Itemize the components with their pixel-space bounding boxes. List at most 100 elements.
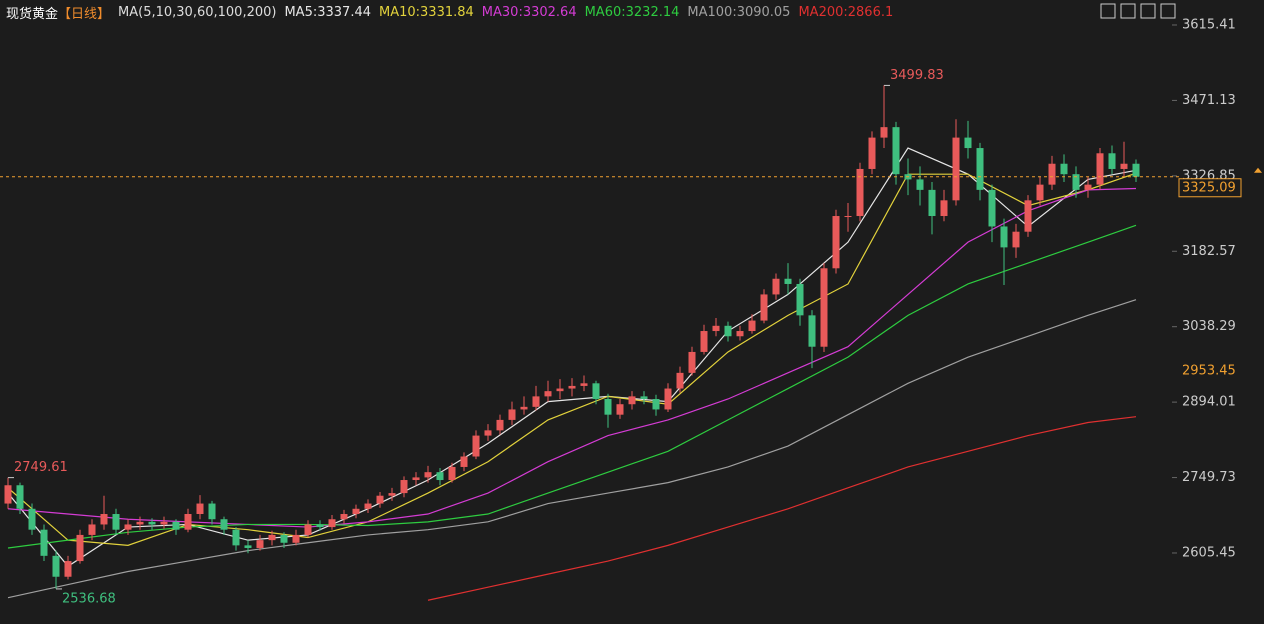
candle-body	[604, 398, 612, 415]
tool-button[interactable]	[1120, 3, 1136, 19]
candle-body	[388, 493, 396, 496]
candle-body	[1012, 231, 1020, 248]
candle-body	[1036, 184, 1044, 201]
y-tick-label: 2894.01	[1182, 395, 1236, 410]
candle-body	[280, 534, 288, 543]
candle-body	[724, 325, 732, 337]
candle-body	[916, 179, 924, 190]
legend-entry: MA100:3090.05	[687, 5, 791, 20]
legend-entry: MA10:3331.84	[379, 5, 474, 20]
candle-body	[1120, 163, 1128, 169]
candle-body	[1084, 184, 1092, 190]
y-tick-label: 3038.29	[1182, 319, 1236, 334]
candle-body	[268, 534, 276, 541]
candle-body	[364, 503, 372, 509]
annotation: 3499.83	[890, 68, 944, 83]
legend-entry: MA60:3232.14	[584, 5, 680, 20]
candle-body	[616, 404, 624, 415]
candle-body	[808, 315, 816, 347]
annotation: 2536.68	[62, 591, 116, 606]
last-price-label: 3325.09	[1182, 180, 1236, 195]
candle-body	[412, 477, 420, 481]
candle-body	[28, 508, 36, 530]
candle-body	[820, 268, 828, 347]
candle-body	[436, 472, 444, 481]
candle-body	[88, 524, 96, 535]
candle-body	[928, 189, 936, 217]
candle-body	[16, 485, 24, 509]
candle-body	[700, 331, 708, 352]
y-tick-label: 3471.13	[1182, 93, 1236, 108]
candle-body	[976, 148, 984, 190]
candle-body	[1132, 163, 1140, 177]
y-tick-label: 3615.41	[1182, 17, 1236, 32]
candle-body	[1108, 153, 1116, 169]
candle-body	[100, 514, 108, 525]
tool-button[interactable]	[1140, 3, 1156, 19]
candle-body	[640, 396, 648, 399]
candle-body	[580, 383, 588, 386]
legend-entry: MA200:2866.1	[798, 5, 894, 20]
candle-body	[676, 372, 684, 389]
candle-body	[712, 325, 720, 332]
candle-body	[400, 480, 408, 494]
candle-body	[256, 540, 264, 548]
candle-body	[748, 320, 756, 332]
candle-body	[244, 545, 252, 548]
candle-body	[232, 529, 240, 546]
candle-body	[448, 466, 456, 481]
header: 现货黄金 【日线】 MA(5,10,30,60,100,200) MA5:333…	[6, 3, 893, 22]
candle-body	[544, 391, 552, 397]
candle-body	[784, 278, 792, 284]
candle-body	[592, 383, 600, 399]
candle-body	[196, 503, 204, 515]
y-tick-label: 3182.57	[1182, 244, 1236, 259]
candle-body	[1060, 163, 1068, 175]
y-tick-label: 2749.73	[1182, 470, 1236, 485]
candle-body	[508, 409, 516, 420]
candle-body	[4, 485, 12, 504]
candle-body	[424, 472, 432, 478]
legend-entry: MA30:3302.64	[481, 5, 577, 20]
candle-body	[892, 127, 900, 175]
candle-body	[1072, 174, 1080, 190]
ma-line	[7, 299, 1137, 599]
candle-body	[172, 521, 180, 530]
indicator: MA(5,10,30,60,100,200)	[118, 5, 277, 20]
tool-button[interactable]	[1100, 3, 1116, 19]
candle-body	[964, 137, 972, 149]
candle-body	[532, 396, 540, 407]
candle-body	[304, 524, 312, 535]
candle-body	[352, 508, 360, 515]
ma-line	[7, 224, 1137, 549]
candle-body	[112, 514, 120, 530]
candle-body	[496, 419, 504, 431]
candle-body	[688, 351, 696, 373]
candle-body	[832, 216, 840, 269]
candle-body	[76, 534, 84, 562]
candle-body	[952, 137, 960, 201]
candle-body	[64, 561, 72, 577]
candle-body	[736, 331, 744, 337]
candle-body	[520, 406, 528, 410]
candle-body	[52, 555, 60, 577]
candle-body	[472, 435, 480, 457]
candle-body	[844, 216, 852, 218]
candle-body	[136, 521, 144, 525]
annotation: 2749.61	[14, 460, 68, 475]
candle-body	[760, 294, 768, 321]
ma-line	[7, 187, 1137, 528]
price-flag	[1254, 167, 1262, 173]
tool-button[interactable]	[1160, 3, 1176, 19]
candle-body	[1000, 226, 1008, 248]
candle-body	[292, 534, 300, 543]
last-price-box	[1178, 178, 1242, 198]
candle-body	[460, 456, 468, 467]
period: 【日线】	[58, 7, 111, 22]
candle-body	[148, 521, 156, 525]
marker-price-label: 2953.45	[1182, 364, 1236, 379]
candle-body	[652, 398, 660, 410]
candle-body	[1048, 163, 1056, 185]
